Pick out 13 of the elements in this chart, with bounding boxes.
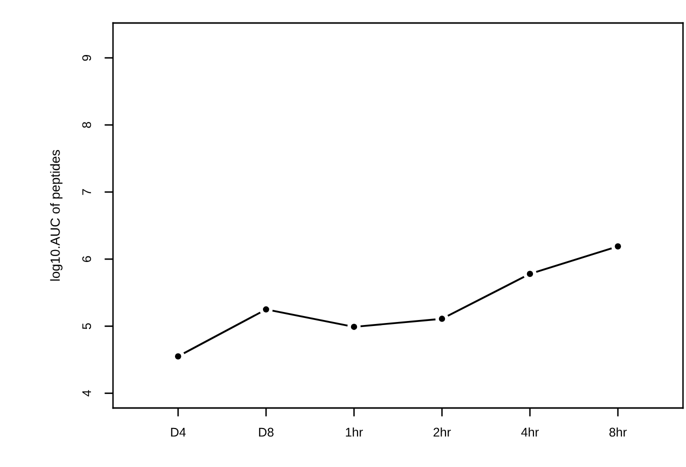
x-tick-label: 2hr (434, 427, 451, 437)
y-tick-label: 9 (82, 54, 92, 61)
y-tick-label: 7 (82, 189, 91, 195)
y-tick-label: 6 (82, 256, 92, 262)
y-axis-title: log10.AUC of peptides (50, 150, 62, 281)
x-tick-label: 8hr (609, 427, 627, 437)
y-tick-label: 4 (82, 390, 91, 396)
y-tick-label: 5 (82, 323, 92, 330)
x-tick-label: D8 (259, 428, 274, 437)
x-tick-label: D4 (171, 428, 186, 437)
x-tick-label: 4hr (521, 427, 539, 437)
x-tick-label: 1hr (346, 427, 363, 437)
y-tick-label: 8 (82, 122, 92, 128)
